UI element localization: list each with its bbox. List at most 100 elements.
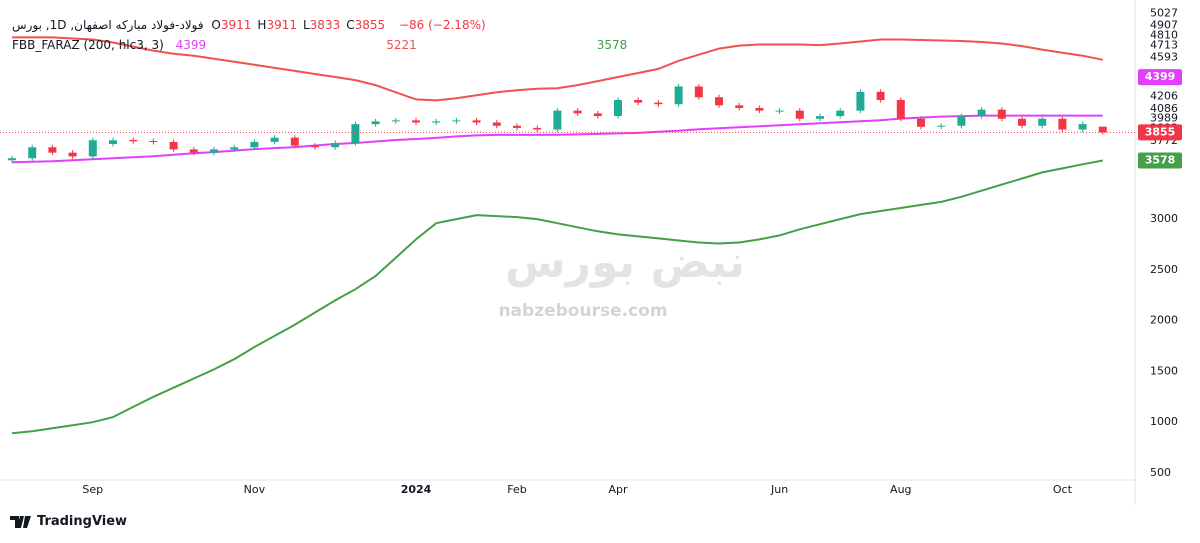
x-tick-label: Jun bbox=[770, 483, 788, 496]
y-tick-label: 3989 bbox=[1150, 112, 1178, 125]
candle-body bbox=[634, 99, 643, 103]
candle-body bbox=[694, 86, 703, 98]
candle-body bbox=[836, 110, 845, 117]
candle-body bbox=[109, 140, 117, 145]
candle-body bbox=[189, 149, 198, 153]
candle-body bbox=[573, 110, 582, 114]
y-tick-label: 4593 bbox=[1150, 50, 1178, 63]
band-line bbox=[12, 36, 1103, 102]
x-tick-label: Aug bbox=[890, 483, 911, 496]
candle-body bbox=[351, 124, 360, 144]
ohlc-value: 3855 bbox=[354, 18, 386, 32]
indicator-header: FBB_FARAZ (200, hlc3, 3) 4399 5221 3578 bbox=[12, 38, 631, 52]
y-tick-label: 2500 bbox=[1150, 263, 1178, 276]
candle-body bbox=[492, 122, 501, 126]
candle-body bbox=[472, 120, 481, 123]
candle-body bbox=[533, 127, 542, 130]
y-tick-label: 2000 bbox=[1150, 314, 1178, 327]
candle-body bbox=[290, 137, 299, 146]
y-tick-label: 4713 bbox=[1150, 38, 1178, 51]
footer-text: TradingView bbox=[37, 514, 128, 529]
candle-body bbox=[997, 109, 1006, 119]
candle-body bbox=[735, 105, 744, 108]
candle-body bbox=[553, 110, 562, 130]
ohlc-value: 3911 bbox=[220, 18, 252, 32]
price-badge-label: 4399 bbox=[1145, 70, 1176, 83]
indicator-values: 4399 5221 3578 bbox=[172, 38, 628, 52]
candle-body bbox=[593, 113, 602, 117]
candle-body bbox=[331, 143, 340, 148]
footer: TradingView bbox=[10, 514, 127, 529]
ohlc-values: O3911 H3911 L3833 C3855 bbox=[211, 18, 391, 32]
y-tick-label: 500 bbox=[1150, 466, 1171, 479]
candle-body bbox=[775, 110, 784, 112]
candle-body bbox=[513, 125, 521, 128]
candle-body bbox=[856, 91, 865, 111]
candle-body bbox=[412, 120, 420, 123]
y-tick-label: 4206 bbox=[1150, 90, 1178, 103]
indicator-value: 5221 bbox=[386, 38, 417, 52]
x-tick-label: Oct bbox=[1053, 483, 1073, 496]
candle-body bbox=[452, 120, 461, 122]
candle-body bbox=[48, 147, 57, 153]
ohlc-label: L bbox=[302, 18, 310, 32]
indicator-value: 3578 bbox=[596, 38, 628, 52]
candle-body bbox=[149, 140, 158, 142]
ohlc-label: O bbox=[211, 18, 221, 32]
candle-body bbox=[674, 86, 683, 105]
candle-body bbox=[210, 149, 218, 153]
candle-body bbox=[432, 121, 441, 123]
band-line bbox=[11, 159, 1103, 435]
candle-body bbox=[230, 147, 239, 150]
ohlc-value: 3911 bbox=[266, 18, 297, 32]
background bbox=[0, 0, 1200, 505]
candle-body bbox=[816, 116, 824, 119]
candle-body bbox=[917, 118, 925, 127]
tv-logo-shape bbox=[10, 515, 31, 528]
x-tick-label: 2024 bbox=[401, 483, 432, 496]
symbol-header: فولاد-فولاد مبارکه اصفهان, 1D, بورس O391… bbox=[12, 18, 490, 32]
price-badge bbox=[1138, 152, 1182, 169]
symbol: فولاد-فولاد مبارکه اصفهان, 1D, بورس bbox=[12, 18, 204, 32]
candle-body bbox=[8, 158, 16, 161]
price-badge-label: 3855 bbox=[1145, 125, 1176, 138]
y-tick-label: 4810 bbox=[1150, 28, 1178, 41]
price-badge bbox=[1138, 124, 1182, 141]
candle-body bbox=[1038, 118, 1047, 126]
y-tick-label: 3000 bbox=[1150, 212, 1178, 225]
candle-body bbox=[68, 152, 77, 157]
chart: نبض بورس nabzebourse.com 500 1000 1500 2000… bbox=[0, 0, 1200, 505]
watermark-logo: نبض بورس bbox=[505, 237, 745, 288]
candle-body bbox=[169, 141, 178, 150]
indicator-value: 4399 bbox=[175, 38, 207, 52]
candle-body bbox=[1078, 124, 1087, 130]
candle-body bbox=[371, 121, 380, 125]
change: −86 (−2.18%) bbox=[398, 18, 486, 32]
y-tick-label: 4907 bbox=[1150, 19, 1178, 32]
candle-body bbox=[957, 116, 966, 126]
candle-body bbox=[977, 109, 986, 117]
candle-body bbox=[1058, 118, 1067, 130]
tv-logo bbox=[10, 515, 31, 528]
indicator-name: FBB_FARAZ (200, hlc3, 3) bbox=[12, 38, 164, 52]
y-tick-label: 1000 bbox=[1150, 415, 1178, 428]
x-tick-label: Sep bbox=[82, 483, 103, 496]
candle-body bbox=[715, 97, 723, 106]
ohlc-label: C bbox=[346, 18, 355, 32]
candle-body bbox=[876, 91, 885, 100]
ohlc-value: 3833 bbox=[309, 18, 341, 32]
y-tick-label: 5027 bbox=[1150, 6, 1178, 19]
candle-body bbox=[88, 140, 97, 157]
candle-body bbox=[755, 107, 764, 111]
x-tick-label: Apr bbox=[608, 483, 628, 496]
ohlc-label: H bbox=[257, 18, 267, 32]
candle-body bbox=[654, 102, 663, 105]
y-tick-label: 1500 bbox=[1150, 364, 1178, 377]
price-badge bbox=[1138, 69, 1182, 86]
candle-body bbox=[614, 99, 622, 117]
candle-body bbox=[391, 120, 400, 122]
x-tick-label: Nov bbox=[244, 483, 266, 496]
candle-body bbox=[1018, 118, 1026, 126]
candle-body bbox=[250, 141, 259, 148]
